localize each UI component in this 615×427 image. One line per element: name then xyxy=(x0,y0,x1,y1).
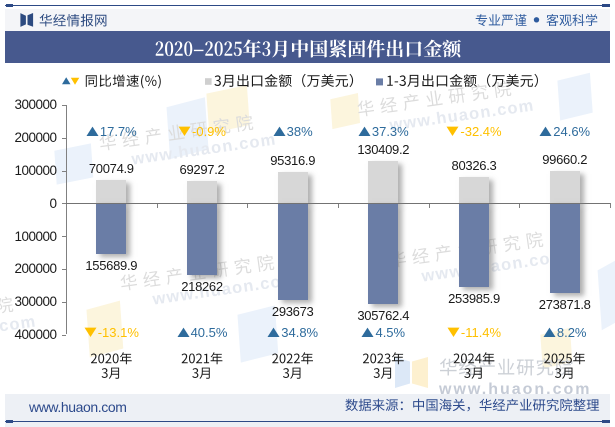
svg-text:www.huaon.com: www.huaon.com xyxy=(438,381,592,398)
svg-text:www.huaon.com: www.huaon.com xyxy=(419,247,567,285)
